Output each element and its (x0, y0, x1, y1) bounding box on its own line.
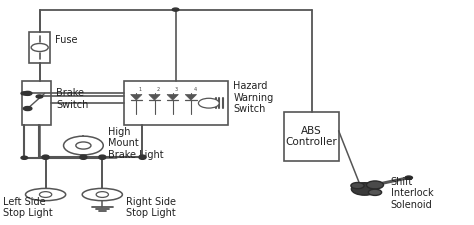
Polygon shape (149, 94, 160, 100)
Polygon shape (131, 94, 142, 100)
Circle shape (96, 192, 109, 197)
Circle shape (99, 155, 106, 158)
Text: Right Side
Stop Light: Right Side Stop Light (126, 197, 176, 218)
Circle shape (80, 155, 87, 158)
Circle shape (42, 155, 49, 158)
Circle shape (139, 156, 146, 159)
Circle shape (23, 106, 32, 110)
Text: Brake
Switch: Brake Switch (56, 88, 88, 110)
Text: 2: 2 (157, 87, 160, 92)
Circle shape (139, 155, 146, 158)
Bar (284, 112, 338, 161)
Ellipse shape (26, 188, 66, 201)
Circle shape (36, 95, 43, 98)
Circle shape (199, 98, 219, 108)
Text: Shift
Interlock
Solenoid: Shift Interlock Solenoid (391, 177, 433, 210)
Bar (29, 32, 50, 63)
Circle shape (351, 182, 364, 189)
Circle shape (39, 192, 52, 197)
Circle shape (368, 189, 382, 196)
Circle shape (172, 8, 179, 11)
Text: 1: 1 (139, 87, 142, 92)
Circle shape (80, 156, 87, 159)
Circle shape (23, 91, 32, 95)
Text: Hazard
Warning
Switch: Hazard Warning Switch (233, 81, 273, 115)
Text: 4: 4 (193, 87, 196, 92)
Text: Fuse: Fuse (55, 35, 78, 45)
Circle shape (42, 156, 49, 159)
Circle shape (351, 183, 378, 195)
Circle shape (405, 176, 412, 180)
Circle shape (31, 43, 48, 52)
Circle shape (21, 92, 27, 95)
Text: 3: 3 (175, 87, 178, 92)
Bar (22, 81, 51, 126)
Circle shape (21, 156, 27, 159)
Text: Left Side
Stop Light: Left Side Stop Light (3, 197, 53, 218)
Ellipse shape (82, 188, 122, 201)
Circle shape (366, 181, 383, 189)
Circle shape (64, 136, 103, 155)
Circle shape (99, 156, 106, 159)
Circle shape (76, 142, 91, 149)
Polygon shape (167, 94, 178, 100)
Text: ABS
Controller: ABS Controller (285, 126, 337, 147)
Polygon shape (185, 94, 197, 100)
Bar (124, 81, 228, 126)
Text: High
Mount
Brake Light: High Mount Brake Light (108, 127, 164, 160)
